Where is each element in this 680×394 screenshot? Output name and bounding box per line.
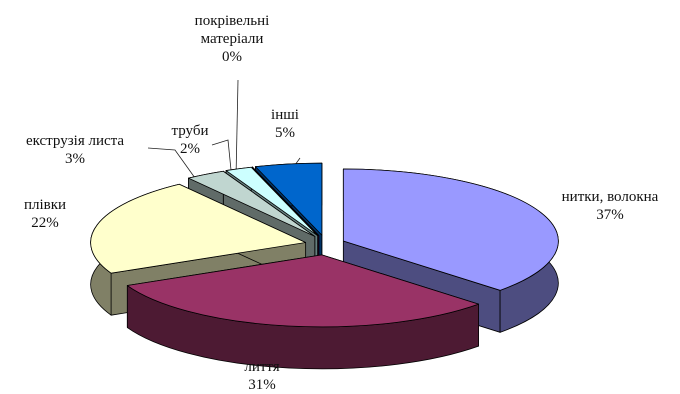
slice bbox=[126, 254, 479, 370]
slice-top bbox=[90, 183, 307, 274]
value-label: 0% bbox=[222, 49, 242, 65]
category-label: нитки, волокна bbox=[561, 189, 659, 205]
slice-label: нитки, волокна 37% bbox=[530, 188, 680, 224]
slice-label: екструзія листа 3% bbox=[5, 132, 145, 168]
slice-top bbox=[225, 166, 319, 237]
slice-top bbox=[251, 166, 320, 236]
value-label: 31% bbox=[248, 377, 276, 393]
slice-label: інші 5% bbox=[265, 106, 305, 142]
category-label: екструзія листа bbox=[25, 133, 125, 149]
category-label: інші bbox=[271, 107, 299, 123]
category-label: труби bbox=[171, 123, 209, 139]
slice-label: плівки 22% bbox=[15, 196, 75, 232]
value-label: 2% bbox=[180, 141, 200, 157]
value-label: 37% bbox=[596, 207, 624, 223]
category-label: лиття bbox=[244, 359, 280, 375]
value-label: 5% bbox=[275, 125, 295, 141]
leader-line bbox=[147, 147, 201, 186]
slice-top bbox=[188, 170, 316, 237]
slice-top bbox=[126, 254, 479, 328]
slice-label: покрівельні матеріали 0% bbox=[182, 12, 282, 66]
leader-line bbox=[235, 79, 239, 179]
category-label: плівки bbox=[23, 197, 67, 213]
category-label: покрівельні матеріали bbox=[194, 13, 270, 47]
slice-label: труби 2% bbox=[165, 122, 215, 158]
value-label: 22% bbox=[31, 215, 59, 231]
slice-top bbox=[342, 168, 559, 291]
slice-label: лиття 31% bbox=[222, 358, 302, 394]
leader-line bbox=[211, 139, 233, 181]
value-label: 3% bbox=[65, 151, 85, 167]
slice-top bbox=[255, 162, 323, 236]
